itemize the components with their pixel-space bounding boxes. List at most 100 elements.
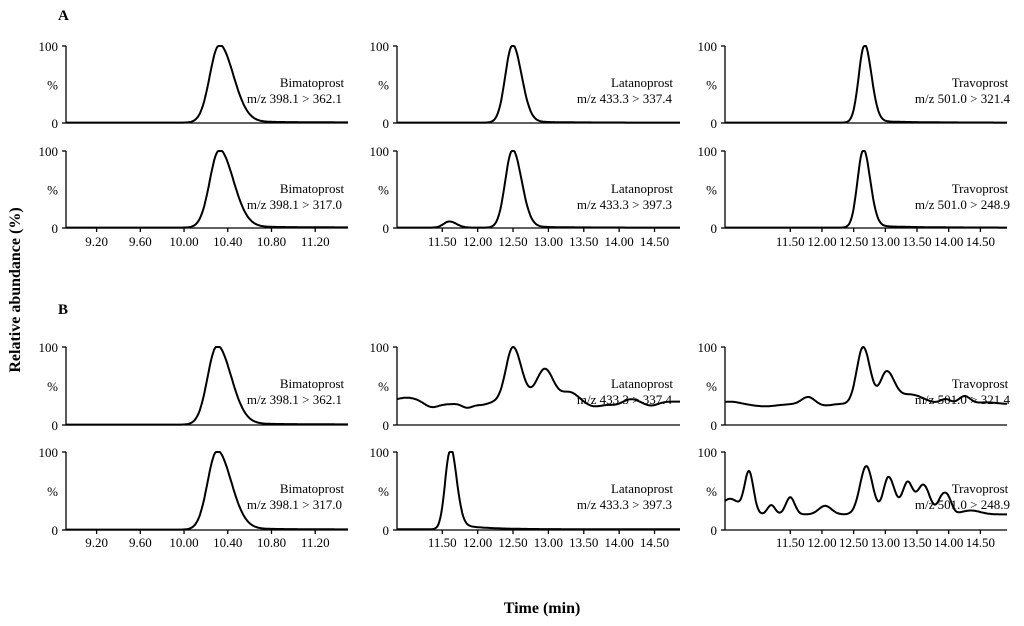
chromatogram-trace xyxy=(396,451,681,531)
chromatogram-trace xyxy=(724,465,1008,516)
x-tick-label: 11.50 xyxy=(776,535,805,550)
y-tick-label: % xyxy=(378,78,389,93)
x-axis-title: Time (min) xyxy=(504,600,581,617)
compound-label: Latanoprost xyxy=(611,75,673,90)
transition-label: m/z 398.1 > 317.0 xyxy=(247,197,342,212)
transition-label: m/z 501.0 > 321.4 xyxy=(915,392,1011,407)
y-tick-label: 100 xyxy=(370,39,390,54)
x-tick-label: 12.50 xyxy=(498,234,527,249)
transition-label: m/z 501.0 > 321.4 xyxy=(915,91,1011,106)
chromatogram-trace xyxy=(724,346,1008,408)
y-tick-label: % xyxy=(378,379,389,394)
x-tick-label: 10.40 xyxy=(213,535,242,550)
x-tick-label: 13.50 xyxy=(569,234,598,249)
compound-label: Bimatoprost xyxy=(280,181,345,196)
compound-label: Latanoprost xyxy=(611,481,673,496)
chromatogram-trace xyxy=(65,346,349,426)
x-tick-label: 10.80 xyxy=(257,535,286,550)
x-tick-label: 14.50 xyxy=(640,234,669,249)
y-tick-label: 100 xyxy=(39,340,59,355)
transition-label: m/z 501.0 > 248.9 xyxy=(915,197,1010,212)
x-tick-label: 13.00 xyxy=(534,234,563,249)
y-tick-label: % xyxy=(378,183,389,198)
y-tick-label: % xyxy=(706,183,717,198)
y-tick-label: 0 xyxy=(711,523,718,538)
chromatogram-trace xyxy=(65,45,349,124)
chromatogram-trace xyxy=(396,45,681,124)
section-label-a: A xyxy=(58,8,69,24)
transition-label: m/z 398.1 > 362.1 xyxy=(247,91,342,106)
x-tick-label: 12.50 xyxy=(839,535,868,550)
x-tick-label: 10.00 xyxy=(169,535,198,550)
y-tick-label: 100 xyxy=(698,39,718,54)
compound-label: Latanoprost xyxy=(611,376,673,391)
x-tick-label: 12.00 xyxy=(807,234,836,249)
x-tick-label: 13.50 xyxy=(569,535,598,550)
chromatogram-trace xyxy=(396,150,681,229)
x-tick-label: 12.50 xyxy=(498,535,527,550)
y-tick-label: % xyxy=(378,484,389,499)
chromatogram-trace xyxy=(65,150,349,229)
chromatogram-panel: 100% 0 9.20 9.60 10.00 10.40 10.80 11.20 Bimatop… xyxy=(39,144,349,249)
x-tick-label: 11.20 xyxy=(301,535,330,550)
chromatogram-panel: 100%011.50 12.00 12.50 13.00 13.50 14.00 14.50… xyxy=(370,144,681,249)
y-tick-label: % xyxy=(706,379,717,394)
x-tick-label: 13.00 xyxy=(871,535,900,550)
y-tick-label: 0 xyxy=(383,221,390,236)
transition-label: m/z 433.3 > 397.3 xyxy=(577,197,672,212)
transition-label: m/z 398.1 > 317.0 xyxy=(247,497,342,512)
y-tick-label: 100 xyxy=(370,445,390,460)
transition-label: m/z 433.3 > 337.4 xyxy=(577,392,673,407)
y-tick-label: 0 xyxy=(383,523,390,538)
y-tick-label: 100 xyxy=(698,144,718,159)
x-tick-label: 14.00 xyxy=(934,535,963,550)
y-tick-label: 0 xyxy=(52,523,59,538)
section-label-b: B xyxy=(58,302,68,318)
transition-label: m/z 398.1 > 362.1 xyxy=(247,392,342,407)
x-tick-label: 13.00 xyxy=(534,535,563,550)
y-tick-label: 100 xyxy=(39,144,59,159)
chromatogram-panel: 100%011.50 12.00 12.50 13.00 13.50 14.00 14.50… xyxy=(370,445,681,550)
chromatogram-panel: 100% 0 11.50 12.00 12.50 13.00 13.50 14.00 14.50… xyxy=(698,445,1011,550)
transition-label: m/z 433.3 > 337.4 xyxy=(577,91,673,106)
x-tick-label: 14.50 xyxy=(640,535,669,550)
x-tick-label: 9.60 xyxy=(129,234,152,249)
x-tick-label: 12.00 xyxy=(463,234,492,249)
x-tick-label: 10.80 xyxy=(257,234,286,249)
x-tick-label: 10.40 xyxy=(213,234,242,249)
x-tick-label: 13.50 xyxy=(902,234,931,249)
y-tick-label: 0 xyxy=(52,418,59,433)
chromatogram-trace xyxy=(724,150,1008,229)
x-tick-label: 9.20 xyxy=(85,234,108,249)
y-tick-label: 100 xyxy=(698,445,718,460)
x-tick-label: 11.50 xyxy=(428,535,457,550)
chromatogram-panel: 100%011.50 12.00 12.50 13.00 13.50 14.00 14.50… xyxy=(698,144,1011,249)
transition-label: m/z 433.3 > 397.3 xyxy=(577,497,672,512)
x-tick-label: 10.00 xyxy=(169,234,198,249)
y-tick-label: 0 xyxy=(52,116,59,131)
y-tick-label: 0 xyxy=(711,116,718,131)
y-tick-label: 0 xyxy=(711,221,718,236)
y-tick-label: 0 xyxy=(52,221,59,236)
transition-label: m/z 501.0 > 248.9 xyxy=(915,497,1010,512)
x-tick-label: 14.00 xyxy=(605,234,634,249)
x-tick-label: 11.20 xyxy=(301,234,330,249)
y-tick-label: % xyxy=(706,78,717,93)
y-tick-label: % xyxy=(47,183,58,198)
x-tick-label: 9.20 xyxy=(85,535,108,550)
compound-label: Travoprost xyxy=(952,376,1009,391)
y-tick-label: % xyxy=(706,484,717,499)
chromatogram-panel: 100% 0 9.20 9.60 10.00 10.40 10.80 11.20 Bimatop… xyxy=(39,445,349,550)
compound-label: Travoprost xyxy=(952,181,1009,196)
compound-label: Travoprost xyxy=(952,75,1009,90)
x-tick-label: 13.50 xyxy=(902,535,931,550)
x-tick-label: 14.50 xyxy=(966,535,995,550)
y-tick-label: % xyxy=(47,484,58,499)
x-tick-label: 12.00 xyxy=(807,535,836,550)
y-tick-label: 100 xyxy=(39,39,59,54)
chromatogram-trace xyxy=(396,346,681,409)
